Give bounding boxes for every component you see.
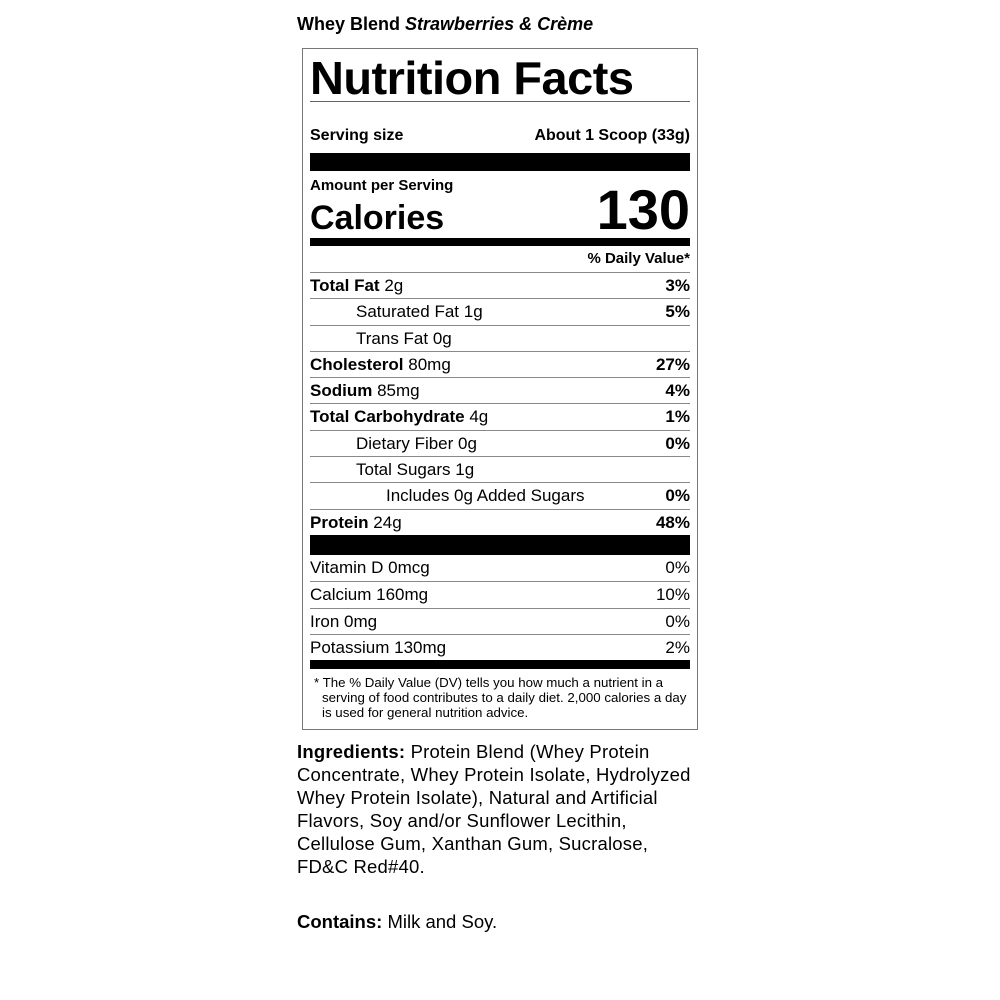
vitamin-name: Iron: [310, 611, 340, 631]
nutrition-facts-label: Nutrition Facts Serving size About 1 Sco…: [302, 48, 698, 730]
nutrient-amount: 24g: [373, 512, 402, 532]
daily-value: 10%: [655, 585, 690, 605]
daily-value: 5%: [665, 302, 690, 322]
nutrient-row: Total Sugars 1g: [310, 456, 690, 482]
nutrient-name: Cholesterol: [310, 354, 404, 374]
nutrient-row: Trans Fat 0g: [310, 324, 690, 351]
nutrient-name: Total Fat: [310, 276, 380, 295]
nutrient-amount: 1g: [463, 302, 483, 322]
vitamin-amount: 0mcg: [388, 557, 430, 577]
nutrient-row: Includes 0g Added Sugars 0%: [310, 482, 690, 508]
nutrient-name: Protein: [310, 512, 369, 532]
vitamin-name: Calcium: [310, 585, 372, 605]
thick-divider: [310, 238, 690, 246]
vitamin-amount: 160mg: [376, 585, 429, 605]
nutrient-amount: 85mg: [377, 381, 420, 401]
nutrient-row: Total Fat 2g 3%: [310, 272, 690, 298]
daily-value: 0%: [665, 486, 690, 506]
nutrient-row: Sodium 85mg 4%: [310, 377, 690, 403]
daily-value: 27%: [655, 354, 690, 374]
nutrient-row: Total Carbohydrate 4g 1%: [310, 403, 690, 429]
nutrient-name: Sodium: [310, 381, 373, 401]
product-flavor: Strawberries & Crème: [405, 14, 594, 34]
nutrient-name: Total Sugars: [356, 460, 451, 480]
vitamin-row: Calcium 160mg 10%: [310, 581, 690, 607]
vitamin-name: Vitamin D: [310, 557, 384, 577]
product-title: Whey Blend Strawberries & Crème: [297, 14, 594, 34]
divider: [310, 101, 690, 102]
label-title: Nutrition Facts: [310, 52, 634, 104]
nutrient-name: Saturated Fat: [356, 302, 460, 322]
nutrient-row: Cholesterol 80mg 27%: [310, 350, 690, 377]
nutrient-amount: 4g: [469, 407, 489, 427]
daily-value: 0%: [665, 611, 690, 631]
nutrient-row: Dietary Fiber 0g 0%: [310, 429, 690, 456]
vitamin-name: Potassium: [310, 637, 390, 657]
nutrient-amount: 80mg: [408, 354, 451, 374]
daily-value: 0%: [665, 433, 690, 453]
nutrient-amount: 2g: [384, 276, 404, 295]
nutrient-amount: 1g: [455, 460, 475, 480]
nutrient-row: Protein 24g 48%: [310, 508, 690, 535]
daily-value: 0%: [665, 557, 690, 577]
serving-size-row: Serving size About 1 Scoop (33g): [310, 127, 690, 144]
vitamin-amount: 0mg: [344, 611, 378, 631]
vitamin-row: Vitamin D 0mcg 0%: [310, 555, 690, 581]
allergen-statement: Contains: Milk and Soy.: [297, 911, 498, 932]
nutrient-name: Includes 0g Added Sugars: [386, 486, 585, 506]
nutrient-name: Total Carbohydrate: [310, 407, 465, 427]
thick-divider: [310, 660, 690, 670]
nutrient-amount: 0g: [432, 328, 452, 348]
vitamin-row: Potassium 130mg 2%: [310, 633, 690, 660]
daily-value: 4%: [665, 381, 690, 401]
footnote: * The % Daily Value (DV) tells you how m…: [314, 675, 687, 721]
calories-value: 130: [596, 178, 690, 241]
daily-value: 1%: [665, 407, 690, 427]
daily-value: 3%: [665, 276, 690, 295]
vitamin-amount: 130mg: [394, 637, 447, 657]
ingredients: Ingredients: Protein Blend (Whey Protein…: [297, 741, 691, 877]
nutrient-amount: 0g: [458, 433, 477, 453]
amount-per-serving: Amount per Serving: [310, 177, 454, 194]
vitamin-row: Iron 0mg 0%: [310, 607, 690, 634]
daily-value: 48%: [655, 512, 690, 532]
calories-row: Calories 130: [310, 178, 690, 241]
nutrient-name: Trans Fat: [356, 328, 429, 348]
thick-divider: [310, 534, 690, 555]
daily-value: 2%: [665, 637, 690, 657]
nutrient-name: Dietary Fiber: [356, 433, 454, 453]
thick-divider: [310, 153, 690, 171]
daily-value-header: % Daily Value*: [587, 250, 690, 267]
nutrient-row: Saturated Fat 1g 5%: [310, 298, 690, 324]
